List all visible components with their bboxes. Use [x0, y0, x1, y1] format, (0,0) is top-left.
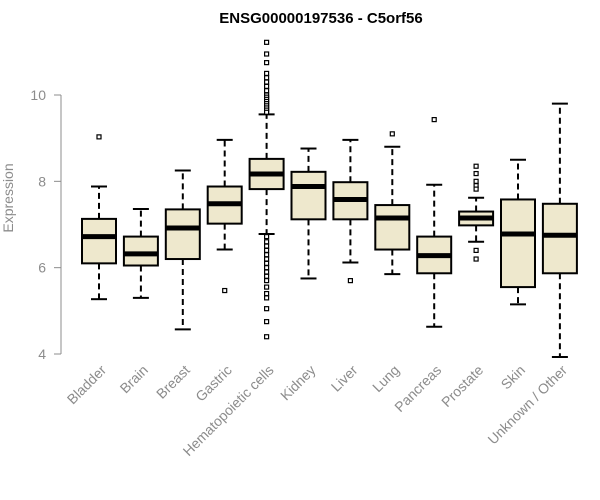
y-tick-label: 6 [38, 260, 46, 276]
outlier-point [264, 51, 270, 57]
x-tick-label: Lung [369, 362, 402, 395]
outlier-point [389, 131, 395, 137]
y-tick-label: 4 [38, 346, 46, 362]
outlier-point [264, 109, 270, 115]
outlier-point [264, 243, 270, 249]
box-group [458, 163, 495, 262]
outlier-point [473, 256, 479, 262]
y-tick-label: 8 [38, 173, 46, 189]
x-tick-label: Brain [117, 362, 151, 396]
outlier-point [264, 256, 270, 262]
x-tick-label: Kidney [277, 362, 319, 404]
outlier-point [473, 163, 479, 169]
y-tick-label: 10 [30, 87, 46, 103]
outlier-point [264, 269, 270, 275]
iqr-box [500, 198, 536, 289]
box-group [500, 158, 536, 306]
iqr-box [541, 202, 578, 275]
outlier-point [264, 247, 270, 253]
x-tick-label: Breast [153, 362, 193, 402]
x-tick-label: Pancreas [391, 362, 444, 415]
outlier-point [264, 79, 270, 85]
box-group [374, 131, 411, 276]
x-tick-label: Liver [328, 362, 361, 395]
outlier-point [264, 319, 270, 325]
iqr-box [374, 204, 411, 251]
outlier-point [96, 134, 102, 140]
outlier-point [264, 334, 270, 340]
box-group [248, 39, 285, 340]
outlier-point [264, 39, 270, 45]
outlier-point [264, 265, 270, 271]
outlier-point [264, 70, 270, 77]
outlier-point [264, 284, 270, 290]
outlier-point [264, 273, 270, 279]
boxplot-series [81, 39, 578, 359]
outlier-point [264, 88, 270, 94]
outlier-point [264, 83, 270, 89]
outlier-point [264, 290, 270, 297]
outlier-point [347, 278, 353, 284]
outlier-point [431, 117, 437, 123]
box-group [206, 138, 243, 294]
outlier-point [264, 306, 270, 312]
outlier-point [264, 60, 270, 66]
outlier-point [473, 186, 479, 192]
outlier-point [473, 178, 479, 184]
x-tick-label: Skin [498, 362, 529, 393]
outlier-point [473, 170, 479, 177]
outlier-point [473, 247, 479, 253]
box-group [332, 138, 369, 284]
outlier-point [264, 260, 270, 266]
x-tick-label: Prostate [438, 362, 486, 410]
x-tick-label: Unknown / Other [484, 362, 570, 448]
box-group [416, 117, 453, 328]
outlier-point [264, 252, 270, 258]
outlier-point [264, 75, 270, 81]
box-group [290, 147, 327, 280]
iqr-box [81, 217, 117, 265]
box-group [541, 102, 578, 359]
chart-title: ENSG00000197536 - C5orf56 [219, 10, 422, 27]
iqr-box [290, 170, 327, 221]
outlier-point [264, 239, 270, 245]
y-axis: 4 6 8 10 [30, 87, 62, 362]
iqr-box [122, 235, 159, 267]
outlier-point [264, 295, 270, 301]
box-group [81, 134, 117, 301]
box-group [122, 207, 159, 299]
iqr-box [164, 208, 201, 261]
outlier-point [264, 233, 270, 240]
outlier-point [222, 287, 228, 294]
box-group [164, 169, 201, 331]
y-axis-label: Expression [0, 163, 16, 232]
outlier-point [264, 278, 270, 284]
x-tick-label: Bladder [64, 362, 110, 408]
